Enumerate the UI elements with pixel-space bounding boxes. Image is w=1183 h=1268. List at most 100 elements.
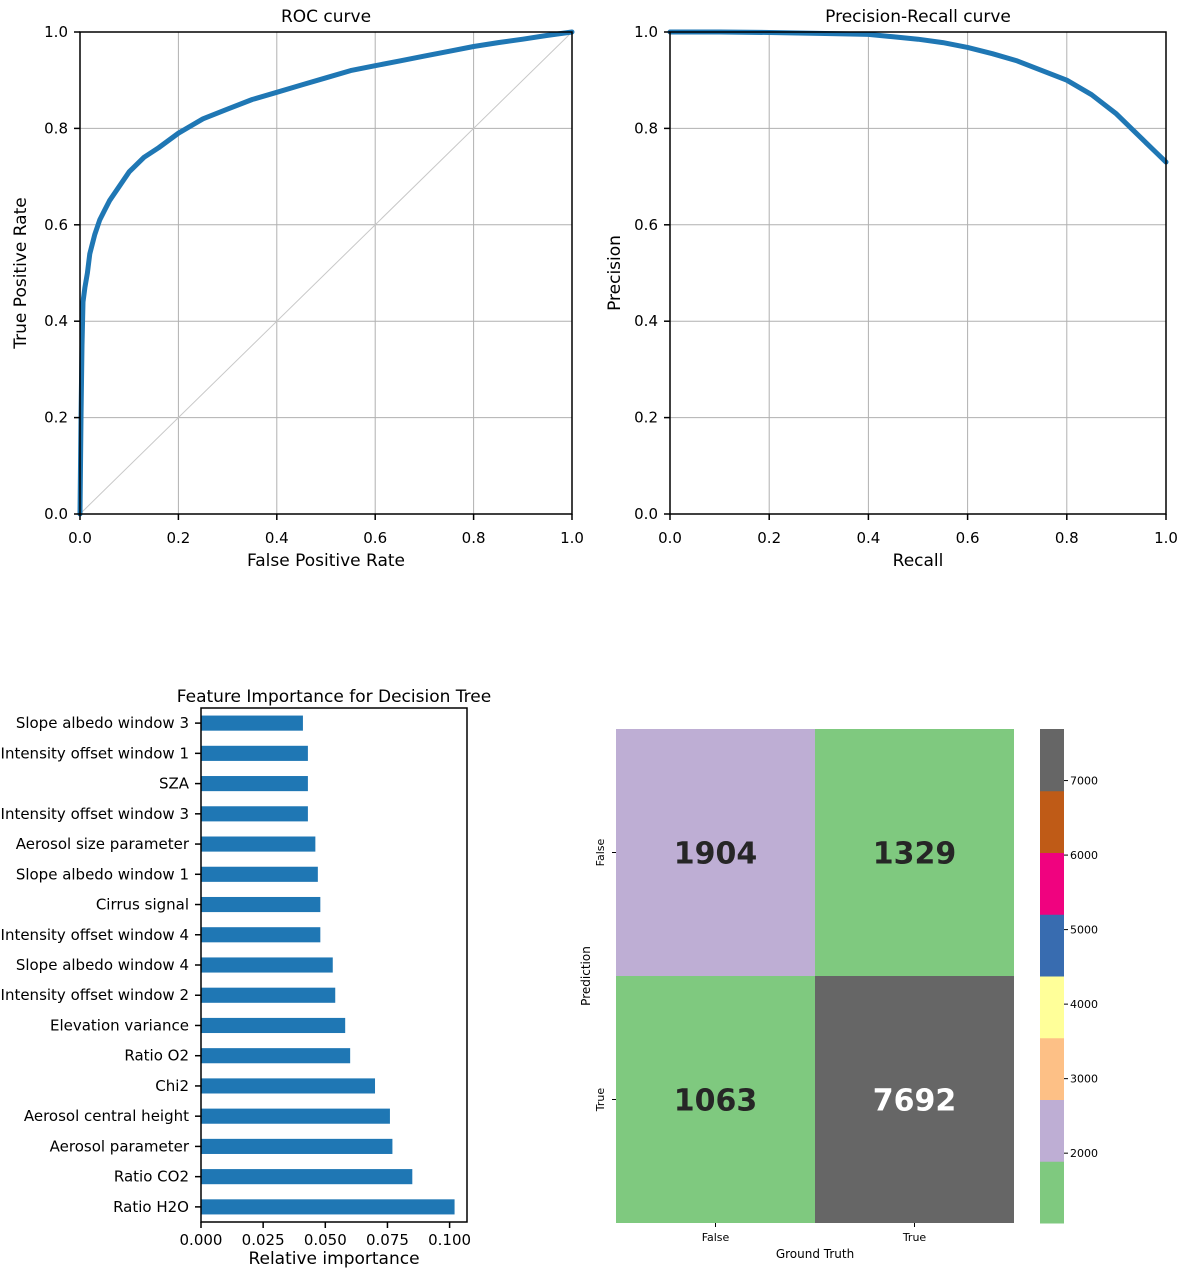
roc-diagonal-line — [79, 31, 573, 515]
fi-bar — [201, 1108, 390, 1124]
pr-curve — [667, 29, 1169, 165]
pr-chart: Precision-Recall curve 0.0 0.2 0.4 0.6 0.8 1.… — [605, 7, 1178, 571]
fi-category-label: Slope albedo window 3 — [16, 714, 189, 732]
pr-x-tick-label: 0.6 — [956, 529, 980, 547]
colorbar-segment — [1040, 1099, 1064, 1162]
fi-bars — [201, 715, 455, 1215]
pr-x-tick-label: 0.2 — [757, 529, 781, 547]
colorbar-segment — [1040, 1037, 1064, 1100]
pr-x-axis-label: Recall — [893, 551, 944, 571]
colorbar-segment — [1040, 729, 1064, 792]
fi-x-axis-label: Relative importance — [248, 1249, 419, 1268]
fi-category-label: Intensity offset window 2 — [1, 986, 189, 1004]
roc-y-tick-label: 1.0 — [44, 23, 68, 41]
fi-x-tick-label: 0.100 — [428, 1231, 471, 1249]
roc-x-tick-label: 0.4 — [265, 529, 289, 547]
fi-category-label: Aerosol central height — [24, 1107, 189, 1125]
cm-x-tick-label: False — [702, 1231, 730, 1244]
confusion-matrix: 1904 1329 1063 7692 False True False True Grou… — [579, 729, 1098, 1261]
colorbar-segment — [1040, 790, 1064, 853]
pr-title: Precision-Recall curve — [825, 7, 1011, 27]
roc-x-tick-label: 0.2 — [166, 529, 190, 547]
cm-cell — [815, 729, 1014, 976]
fi-x-tick-label: 0.050 — [304, 1231, 347, 1249]
fi-bar — [201, 896, 321, 913]
fi-bar — [201, 776, 308, 792]
roc-y-tick-label: 0.4 — [44, 312, 68, 330]
colorbar-segment — [1040, 914, 1064, 977]
fi-bar — [201, 987, 336, 1003]
colorbar-segment — [1040, 852, 1064, 915]
fi-bar — [201, 1078, 376, 1094]
roc-y-tick-label: 0.2 — [44, 409, 68, 427]
pr-y-tick-label: 0.4 — [634, 312, 658, 330]
pr-x-tick-label: 0.4 — [856, 529, 880, 547]
pr-grid — [669, 31, 1167, 515]
roc-title: ROC curve — [281, 7, 371, 27]
fi-category-label: Aerosol size parameter — [16, 835, 190, 853]
cm-cell-value: 1063 — [674, 1084, 758, 1119]
feature-importance-chart: Feature Importance for Decision Tree Slo… — [1, 687, 492, 1268]
pr-plot-frame — [669, 31, 1167, 515]
fi-bar — [201, 866, 318, 882]
colorbar-tick-label: 6000 — [1070, 849, 1098, 862]
cm-cell-value: 1329 — [873, 837, 957, 872]
roc-chart: ROC curve 0.0 0.2 0.4 0.6 0.8 1.0 0.0 0.2 0.4 0.6… — [11, 7, 584, 571]
fi-category-label: Elevation variance — [50, 1016, 189, 1034]
cm-y-tick-label: True — [594, 1088, 607, 1113]
cm-cell-value: 1904 — [674, 837, 758, 872]
fi-category-label: Aerosol parameter — [50, 1137, 190, 1155]
roc-x-tick-label: 0.8 — [462, 529, 486, 547]
pr-y-tick-label: 0.6 — [634, 216, 658, 234]
cm-cell — [616, 729, 815, 976]
colorbar-segment — [1040, 1161, 1064, 1224]
fi-category-label: SZA — [159, 775, 190, 793]
cm-cell — [815, 976, 1014, 1223]
fi-category-label: Cirrus signal — [96, 896, 189, 914]
roc-curve — [77, 29, 575, 517]
roc-y-tick-label: 0.0 — [44, 505, 68, 523]
pr-ticks: 0.0 0.2 0.4 0.6 0.8 1.0 0.0 0.2 0.4 0.6 0.8 1.0 — [634, 23, 1178, 547]
roc-x-tick-label: 1.0 — [560, 529, 584, 547]
pr-x-tick-label: 1.0 — [1154, 529, 1178, 547]
cm-y-tick-label: False — [594, 838, 607, 866]
fi-bar — [201, 957, 333, 973]
cm-x-axis-label: Ground Truth — [776, 1247, 854, 1261]
cm-x-tick-label: True — [902, 1231, 927, 1244]
pr-y-tick-label: 0.0 — [634, 505, 658, 523]
pr-y-tick-label: 0.8 — [634, 119, 658, 137]
cm-cell — [616, 976, 815, 1223]
roc-y-tick-label: 0.6 — [44, 216, 68, 234]
roc-x-axis-label: False Positive Rate — [247, 551, 405, 571]
fi-bar — [201, 806, 308, 822]
pr-y-tick-label: 0.2 — [634, 409, 658, 427]
cm-cells: 1904 1329 1063 7692 — [616, 729, 1014, 1223]
pr-x-tick-label: 0.8 — [1055, 529, 1079, 547]
fi-category-label: Slope albedo window 1 — [16, 865, 189, 883]
colorbar-tick-label: 7000 — [1070, 775, 1098, 788]
fi-category-label: Chi2 — [155, 1077, 189, 1095]
fi-bar — [201, 836, 316, 852]
fi-bar — [201, 715, 303, 731]
colorbar-tick-label: 4000 — [1070, 998, 1098, 1011]
fi-category-label: Ratio O2 — [124, 1047, 189, 1065]
fi-category-label: Ratio H2O — [113, 1198, 189, 1216]
fi-title: Feature Importance for Decision Tree — [177, 687, 491, 707]
fi-bar — [201, 1169, 413, 1185]
fi-category-label: Intensity offset window 1 — [1, 744, 189, 762]
roc-y-axis-label: True Positive Rate — [11, 197, 31, 349]
colorbar-segment — [1040, 976, 1064, 1039]
fi-x-tick-label: 0.000 — [180, 1231, 223, 1249]
pr-x-tick-label: 0.0 — [658, 529, 682, 547]
roc-x-tick-label: 0.0 — [68, 529, 92, 547]
roc-ticks: 0.0 0.2 0.4 0.6 0.8 1.0 0.0 0.2 0.4 0.6 0.8 1.0 — [44, 23, 584, 547]
colorbar-tick-label: 3000 — [1070, 1073, 1098, 1086]
fi-bar — [201, 1138, 393, 1154]
cm-y-axis-label: Prediction — [579, 946, 593, 1006]
pr-series — [667, 29, 1169, 165]
cm-colorbar: 2000 3000 4000 5000 6000 7000 — [1040, 729, 1098, 1224]
fi-category-label: Slope albedo window 4 — [16, 956, 189, 974]
colorbar-tick-label: 2000 — [1070, 1147, 1098, 1160]
cm-ticks: False True False True — [594, 838, 926, 1244]
